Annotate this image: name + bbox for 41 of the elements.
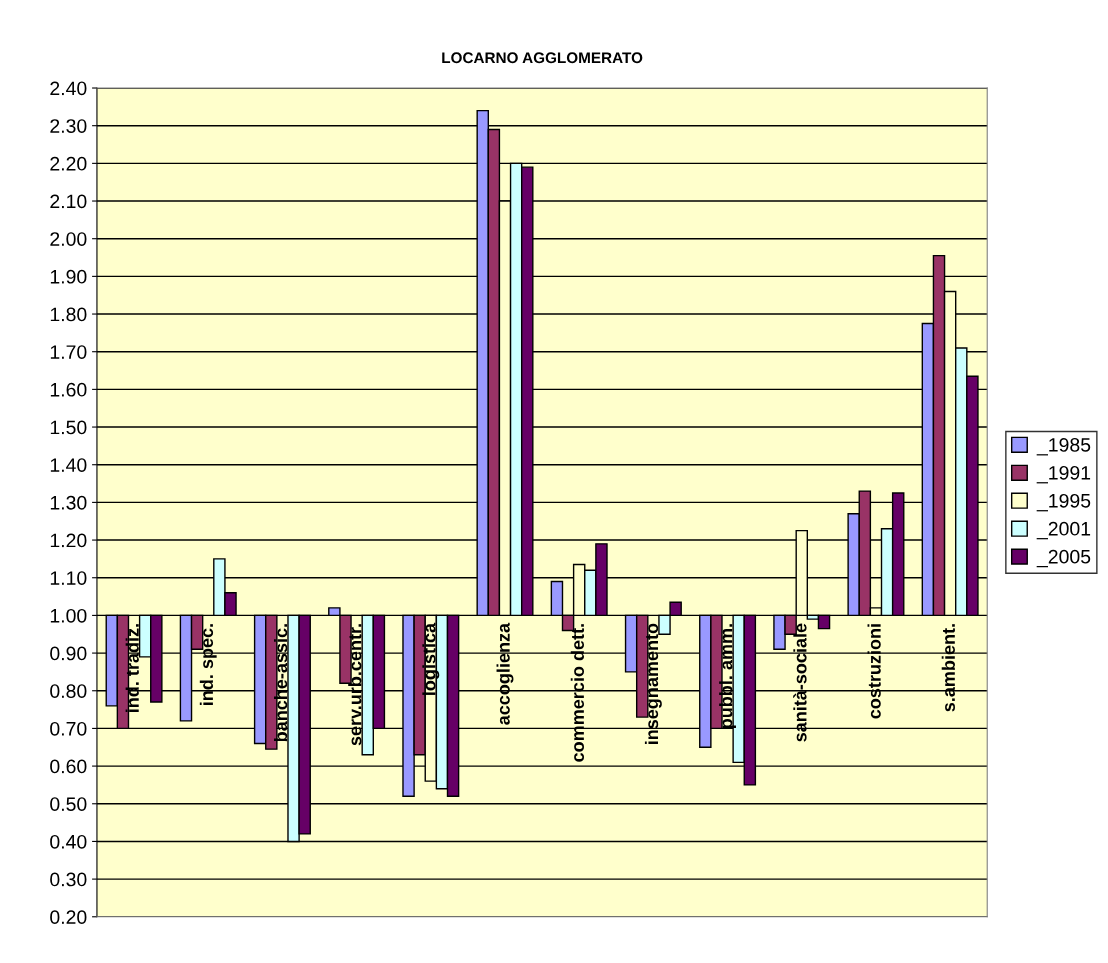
y-tick-label: 0.60 (50, 759, 87, 774)
x-tick-label: pubbl. amm. (719, 624, 736, 729)
legend-label: _1991 (1036, 465, 1091, 484)
y-tick-label: 2.40 (50, 81, 87, 96)
y-tick-label: 1.90 (50, 269, 87, 284)
legend-label: _1995 (1036, 493, 1091, 512)
legend-label: _2001 (1036, 521, 1091, 540)
y-tick-label: 1.00 (50, 608, 87, 623)
y-tick-label: 1.50 (50, 420, 87, 435)
legend-label: _2005 (1036, 549, 1091, 568)
y-tick-label: 1.60 (50, 382, 87, 397)
x-tick-label: insegnamento (644, 623, 662, 745)
chart-title: LOCARNO AGGLOMERATO (442, 52, 643, 64)
y-tick-label: 2.30 (50, 119, 87, 133)
y-tick-label: 1.70 (50, 345, 87, 359)
x-tick-label: banche-assic. (274, 624, 288, 742)
x-tick-label: costruzioni (867, 624, 881, 719)
y-tick-label: 1.30 (50, 495, 87, 510)
x-tick-label: accoglienza (496, 622, 514, 725)
x-tick-label: logistica (422, 622, 440, 695)
y-tick-label: 0.50 (50, 797, 87, 811)
y-tick-label: 1.20 (50, 533, 87, 548)
x-tick-label: s.ambient. (941, 624, 955, 712)
y-tick-label: 0.90 (50, 646, 87, 661)
y-tick-label: 0.70 (50, 721, 87, 736)
y-tick-label: 0.20 (50, 910, 87, 925)
x-tick-label: sanità-sociale (793, 623, 807, 742)
y-tick-label: 2.10 (50, 194, 87, 209)
y-tick-label: 2.00 (50, 232, 87, 246)
y-tick-label: 2.20 (50, 156, 87, 171)
y-tick-label: 1.80 (50, 307, 87, 322)
x-tick-label: commercio dett. (570, 624, 585, 762)
y-tick-label: 0.40 (50, 834, 87, 849)
x-tick-label: ind. tradiz. (125, 624, 139, 712)
x-tick-label: ind. spec. (199, 624, 217, 705)
y-tick-label: 0.80 (50, 684, 87, 698)
y-tick-label: 0.30 (50, 872, 87, 887)
legend-label: _1985 (1036, 438, 1091, 456)
y-tick-label: 1.10 (50, 571, 87, 585)
y-tick-label: 1.40 (50, 458, 87, 472)
x-tick-label: serv.urb.centr. (348, 624, 362, 746)
